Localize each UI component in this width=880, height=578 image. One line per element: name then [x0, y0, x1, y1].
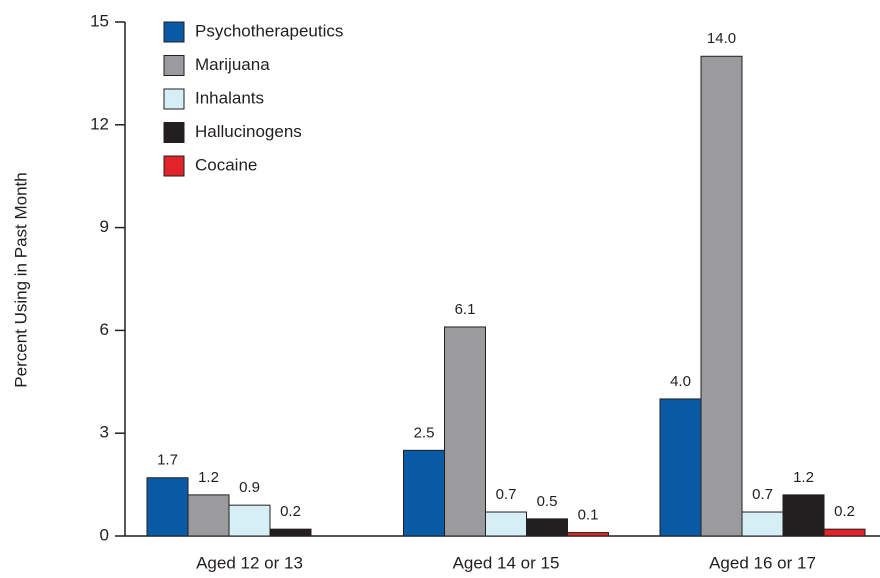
legend-swatch	[163, 122, 185, 143]
x-tick-label: Aged 16 or 17	[709, 553, 816, 572]
y-tick-label: 12	[90, 114, 109, 133]
bar	[187, 494, 230, 537]
value-label: 0.2	[834, 503, 855, 520]
legend-swatch	[163, 88, 185, 110]
y-tick-label: 6	[100, 320, 109, 339]
legend-swatch	[163, 55, 185, 76]
value-label: 2.5	[414, 424, 435, 441]
value-label: 0.1	[578, 507, 599, 524]
bar	[782, 494, 825, 537]
y-tick-label: 3	[100, 423, 109, 442]
x-tick-label: Aged 14 or 15	[453, 553, 560, 572]
x-tick-label: Aged 12 or 13	[196, 553, 303, 572]
value-label: 4.0	[670, 373, 691, 390]
value-label: 0.9	[239, 479, 260, 496]
bar	[823, 528, 866, 537]
legend-label: Psychotherapeutics	[195, 21, 343, 40]
y-axis-label: Percent Using in Past Month	[11, 172, 30, 387]
value-label: 0.7	[496, 486, 517, 503]
y-tick-label: 9	[100, 217, 109, 236]
value-label: 14.0	[707, 30, 736, 47]
bar	[269, 528, 312, 537]
bar	[444, 326, 486, 537]
bar	[485, 511, 527, 537]
legend-label: Hallucinogens	[195, 122, 302, 141]
legend-swatch	[163, 155, 185, 177]
value-label: 1.7	[157, 452, 178, 469]
value-label: 1.2	[793, 469, 814, 486]
bar	[659, 398, 702, 537]
bar	[526, 518, 568, 537]
bar	[700, 55, 743, 537]
y-tick-label: 0	[100, 525, 109, 544]
y-tick-label: 15	[90, 11, 109, 30]
value-label: 0.2	[280, 503, 301, 520]
legend-swatch	[163, 21, 185, 43]
legend-label: Inhalants	[195, 88, 264, 107]
legend-label: Marijuana	[195, 55, 270, 74]
value-label: 6.1	[455, 301, 476, 318]
value-label: 1.2	[198, 469, 219, 486]
bar	[146, 477, 189, 537]
bar	[741, 511, 784, 537]
bar	[403, 449, 445, 537]
bar	[567, 532, 609, 537]
legend-label: Cocaine	[195, 155, 257, 174]
value-label: 0.5	[537, 493, 558, 510]
bar	[228, 504, 271, 537]
value-label: 0.7	[752, 486, 773, 503]
